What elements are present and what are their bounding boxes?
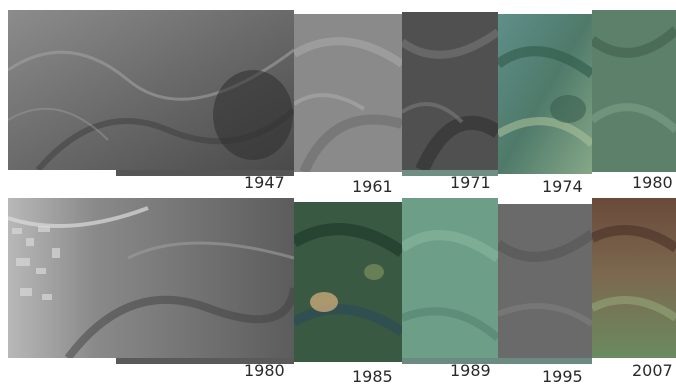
year-label: 1947 <box>244 173 285 192</box>
year-label: 1995 <box>542 367 583 386</box>
aerial-photo-1995 <box>498 204 592 360</box>
aerial-photo-1974 <box>498 14 592 174</box>
year-label: 1980 <box>632 173 673 192</box>
aerial-photo-1989 <box>402 198 498 358</box>
year-label: 1980 <box>244 361 285 380</box>
aerial-photo-1947 <box>8 10 294 170</box>
year-label: 1971 <box>450 173 491 192</box>
aerial-photo-2007 <box>592 198 676 358</box>
aerial-photo-1980 <box>592 10 676 172</box>
photo-strip-edge <box>402 170 498 176</box>
aerial-photo-1971 <box>402 12 498 170</box>
photo-strip-edge <box>116 358 294 364</box>
photo-strip-edge <box>402 358 592 364</box>
year-label: 1989 <box>450 361 491 380</box>
year-label: 1985 <box>352 367 393 386</box>
year-label: 2007 <box>632 361 673 380</box>
aerial-photo-1961 <box>294 14 402 172</box>
year-label: 1974 <box>542 177 583 196</box>
year-label: 1961 <box>352 177 393 196</box>
aerial-photo-1985 <box>294 202 402 362</box>
photo-strip-edge <box>116 170 294 176</box>
aerial-photo-1980-b <box>8 198 294 358</box>
